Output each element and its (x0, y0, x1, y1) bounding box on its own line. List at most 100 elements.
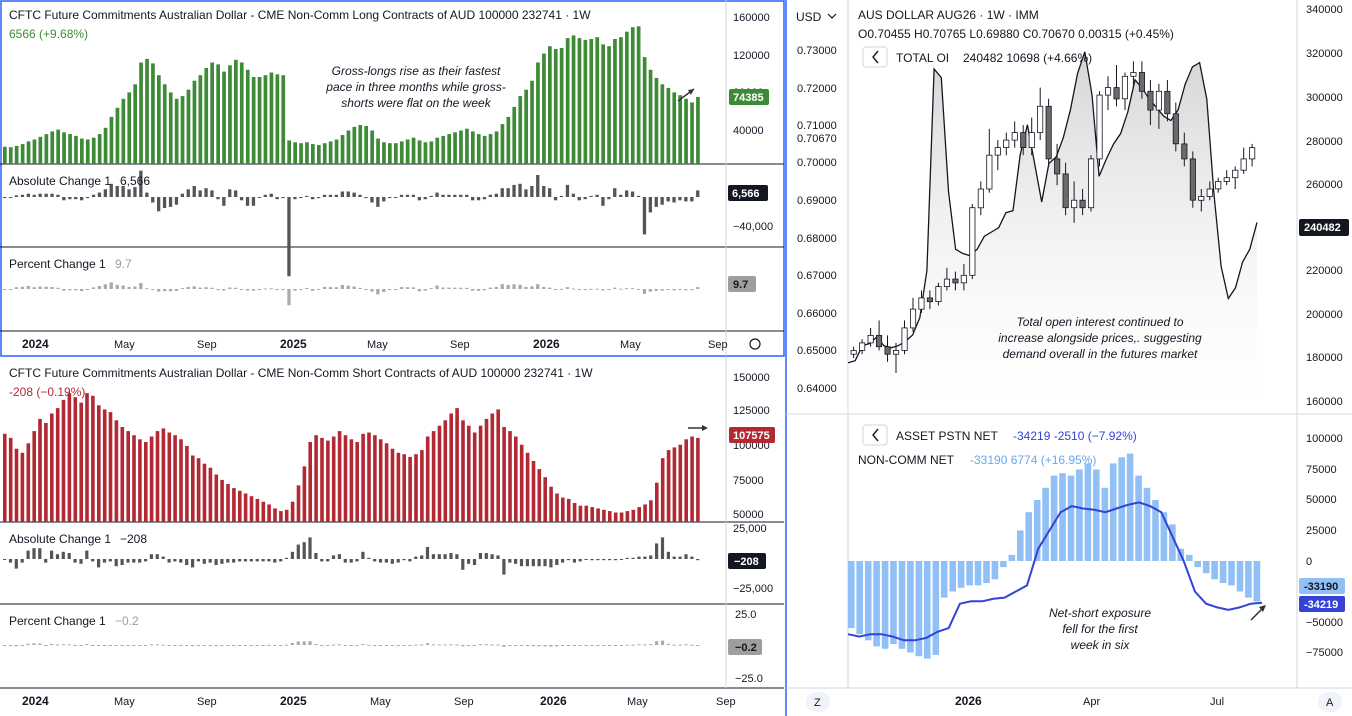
noncomm-net-bar (864, 561, 872, 641)
auto-scale-label[interactable]: A (1326, 697, 1334, 709)
short-pct-change-bar (67, 644, 71, 646)
short-pct-change-bar (390, 645, 394, 646)
short-pct-change-bar (584, 645, 588, 646)
long-contracts-bar (228, 65, 232, 164)
long-pct-change-bar (583, 289, 587, 290)
long-pct-change-bar (494, 287, 498, 289)
short-pct-change-bar (8, 645, 13, 646)
long-pct-change-bar (3, 289, 7, 290)
long-pct-change-bar (210, 287, 214, 289)
long-contracts-bar (364, 126, 368, 164)
long-abs-change-bar (583, 197, 587, 200)
short-contracts-bar (290, 501, 295, 522)
short-abs-change-bar (655, 543, 659, 559)
long-pct-change-bar (654, 289, 658, 291)
short-pct-change-bar (238, 645, 242, 646)
candle-body (910, 308, 917, 329)
long-pct-change-bar (38, 286, 42, 289)
long-abs-change-bar (684, 197, 688, 202)
long-pct-change-bar (234, 287, 238, 289)
short-abs-change-bar (261, 559, 265, 562)
long-pct-change-bar (245, 289, 250, 291)
short-contracts-bar (696, 437, 700, 522)
chevron-down-icon[interactable] (827, 13, 837, 19)
short-contracts-bar (578, 505, 583, 522)
short-pct-change-bar (267, 645, 271, 646)
candle-body (1206, 188, 1213, 197)
noncomm-net-bar (856, 561, 863, 635)
time-label: Sep (454, 696, 474, 708)
short-abs-change-bar (566, 559, 571, 561)
short-contracts-bar (461, 420, 465, 522)
collapse-oi-button[interactable] (862, 46, 888, 68)
long-abs-change-bar (394, 197, 398, 198)
short-pct-change-bar (273, 645, 277, 646)
short-abs-change-bar (431, 554, 435, 559)
short-contracts-bar (572, 503, 577, 522)
short-abs-change-bar (608, 559, 612, 561)
short-pct-change-bar (684, 644, 688, 646)
long-abs-change-bar (121, 186, 125, 197)
noncomm-net-bar (1194, 561, 1201, 568)
long-contracts-bar (399, 141, 404, 164)
long-abs-change-bar (619, 194, 623, 197)
long-abs-change-bar (80, 197, 84, 201)
short-pct-change-bar (637, 644, 641, 646)
short-contracts-bar (349, 439, 354, 522)
long-pct-change-bar (85, 289, 90, 290)
long-abs-change-bar (352, 192, 356, 197)
oi-tick: 340000 (1306, 4, 1343, 16)
long-contracts-bar (103, 127, 108, 164)
zoom-button[interactable] (806, 692, 830, 712)
collapse-net-button[interactable] (862, 424, 888, 446)
long-pct-change-bar (630, 288, 635, 290)
short-contracts-bar (226, 484, 230, 522)
short-pct-change-bar (496, 644, 500, 646)
short-pct-change-bar (508, 645, 512, 646)
long-abs-change-bar (133, 187, 137, 197)
settings-gear-icon[interactable] (749, 338, 761, 350)
candle-body (1223, 177, 1230, 182)
short-abs-change-bar (185, 559, 189, 565)
auto-scale-button[interactable] (1318, 692, 1342, 712)
price-tick: 0.68000 (797, 233, 837, 245)
long-abs-change-bar (672, 197, 676, 203)
long-abs-change-bar (204, 188, 208, 197)
long-abs-change-bar (376, 197, 380, 207)
long-contracts-bar (548, 46, 552, 165)
currency-label[interactable]: USD (796, 10, 822, 24)
short-abs-change-bar (537, 559, 541, 567)
price-tick: 0.64000 (797, 383, 837, 395)
oi-line (847, 51, 1258, 364)
short-pct-change-bar (337, 644, 341, 646)
long-abs-change-bar (548, 188, 552, 197)
candle-body (952, 278, 959, 284)
short-contracts-bar (337, 431, 342, 522)
long-contracts-bar (334, 139, 339, 164)
noncomm-net-bar (1228, 561, 1235, 586)
short-contracts-bar (214, 474, 219, 522)
long-abs-change-bar (228, 189, 232, 197)
short-contracts-bar (390, 448, 395, 522)
chevron-left-icon (872, 428, 879, 442)
short-abs-change-bar (672, 556, 676, 559)
short-contracts-bar (555, 493, 559, 522)
long-abs-title: Absolute Change 1 (9, 174, 111, 188)
long-pct-change-bar (530, 286, 534, 289)
short-abs-change-bar (61, 551, 65, 559)
long-contracts-bar (453, 132, 457, 164)
short-contracts-bar (261, 501, 266, 522)
short-abs-change-bar (32, 548, 36, 559)
candle-body (1155, 90, 1163, 111)
noncomm-net-bar (1135, 475, 1142, 561)
short-abs-change-bar (79, 559, 83, 564)
time-label: Sep (716, 696, 736, 708)
short-contracts-bar (3, 433, 7, 522)
short-abs-change-bar (613, 559, 618, 561)
short-abs-change-bar (243, 559, 247, 562)
long-pct-change-bar (684, 289, 688, 291)
oi-area-fill (848, 51, 1257, 411)
zoom-label[interactable]: Z (814, 697, 821, 709)
noncomm-net-bar (873, 561, 880, 647)
short-pct-change-bar (596, 645, 600, 646)
